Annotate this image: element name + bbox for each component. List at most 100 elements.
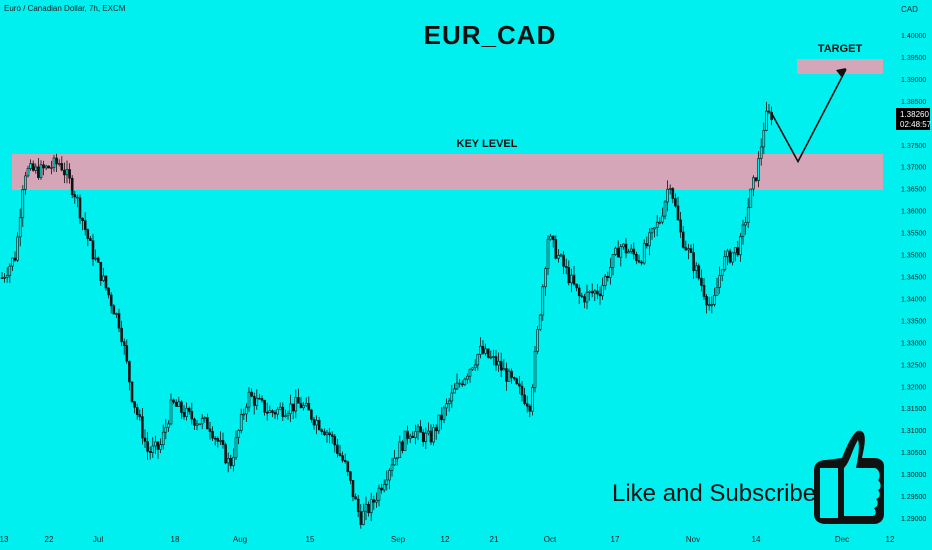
candle-body — [78, 197, 82, 219]
candle-body — [663, 201, 667, 217]
candle-body — [762, 130, 766, 148]
candle-body — [718, 275, 721, 288]
candle-body — [221, 440, 225, 445]
candle-body — [668, 188, 672, 190]
candle-body — [271, 410, 274, 413]
candle-body — [47, 165, 51, 169]
candle-body — [44, 165, 48, 169]
candle-body — [546, 238, 550, 270]
candle-body — [278, 406, 282, 410]
candle-body — [697, 265, 701, 279]
candle-body — [154, 441, 157, 447]
candle-body — [749, 188, 753, 208]
candle-body — [424, 432, 428, 442]
time-tick: Nov — [686, 535, 700, 544]
candle-body — [460, 383, 464, 386]
candle-body — [73, 194, 77, 198]
price-tick: 1.31500 — [901, 406, 926, 413]
candle-body — [151, 445, 155, 453]
candle-body — [398, 441, 402, 458]
candle-body — [250, 391, 253, 397]
candle-body — [648, 232, 651, 247]
symbol-header: Euro / Canadian Dollar, 7h, EXCM — [4, 4, 126, 13]
candle-body — [0, 277, 4, 279]
candle-body — [650, 228, 654, 234]
candle-body — [148, 451, 152, 453]
candle-body — [21, 189, 25, 218]
candle-body — [211, 431, 214, 439]
price-tick: 1.31000 — [901, 428, 926, 435]
candle-body — [481, 345, 485, 354]
candle-body — [429, 430, 433, 443]
candle-body — [559, 254, 563, 257]
candle-body — [193, 418, 196, 426]
candle-body — [549, 235, 552, 240]
candle-body — [492, 356, 495, 358]
candle-body — [232, 456, 235, 466]
candle-body — [190, 411, 194, 420]
candle-body — [731, 252, 734, 263]
candle-body — [239, 414, 243, 431]
candle-body — [390, 464, 394, 471]
candle-body — [666, 188, 669, 203]
candle-body — [681, 231, 685, 248]
time-tick: 17 — [611, 535, 620, 544]
candle-body — [312, 419, 316, 426]
price-tick: 1.38500 — [901, 99, 926, 106]
time-tick: Oct — [544, 535, 557, 544]
projection-path[interactable] — [771, 68, 847, 164]
candle-body — [18, 217, 22, 238]
candle-body — [265, 411, 269, 414]
candle-body — [767, 110, 771, 113]
candle-body — [307, 402, 311, 411]
candle-body — [533, 351, 537, 388]
target-zone[interactable] — [797, 59, 883, 74]
candle-body — [341, 455, 344, 461]
candle-body — [395, 457, 399, 459]
candle-body — [299, 402, 303, 409]
candle-body — [525, 403, 529, 407]
candle-body — [128, 360, 131, 383]
candle-body — [572, 274, 576, 285]
key-level-label: KEY LEVEL — [457, 138, 518, 150]
candle-body — [138, 414, 142, 417]
price-tick: 1.37000 — [901, 165, 926, 172]
candle-body — [499, 360, 503, 371]
key-level-zone[interactable] — [12, 154, 883, 190]
time-tick: 22 — [45, 535, 54, 544]
candle-body — [94, 257, 97, 260]
candle-body — [554, 239, 558, 259]
candle-body — [637, 260, 641, 263]
candle-body — [349, 471, 352, 481]
candle-body — [715, 287, 719, 296]
candle-body — [3, 276, 6, 279]
candle-body — [50, 167, 53, 169]
candle-body — [120, 327, 123, 343]
candle-body — [5, 275, 9, 278]
candle-body — [713, 295, 716, 305]
candle-body — [619, 246, 623, 258]
candle-body — [733, 247, 737, 254]
candle-body — [109, 294, 113, 307]
candle-body — [268, 410, 272, 414]
candle-body — [310, 409, 313, 420]
candle-body — [263, 399, 266, 413]
candle-body — [294, 397, 298, 412]
candle-body — [359, 511, 363, 525]
candle-body — [63, 169, 66, 176]
candle-body — [89, 238, 92, 242]
candle-body — [39, 164, 43, 178]
time-tick: Sep — [391, 535, 406, 544]
candle-body — [692, 252, 695, 271]
candle-body — [679, 219, 682, 233]
candle-body — [99, 261, 103, 281]
candle-body — [642, 243, 646, 264]
candle-body — [81, 217, 84, 221]
candle-body — [408, 435, 412, 439]
candle-body — [325, 432, 329, 436]
candle-body — [736, 247, 740, 256]
candle-body — [169, 399, 173, 425]
candles — [0, 101, 773, 529]
candle-body — [83, 220, 87, 230]
